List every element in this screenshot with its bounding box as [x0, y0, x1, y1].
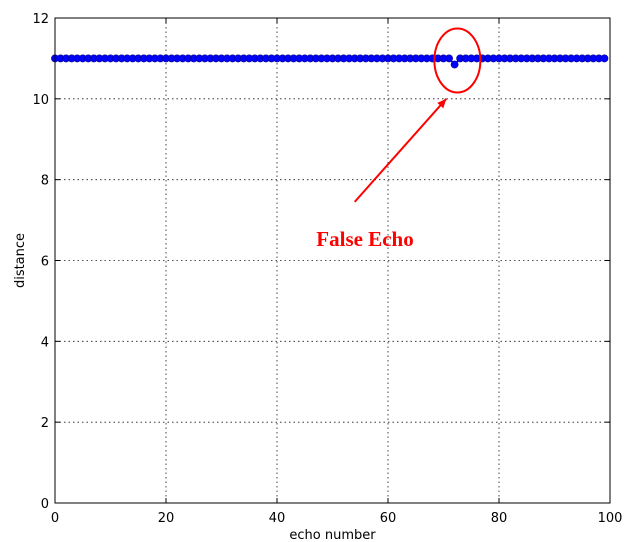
x-tick-label: 40	[269, 511, 286, 526]
data-point	[445, 55, 452, 62]
x-tick-label: 20	[158, 511, 175, 526]
y-tick-label: 10	[32, 93, 49, 108]
y-tick-label: 12	[32, 12, 49, 27]
axis-ticks: 0 20 40 60 80 100 0 2 4 6 8 10 12	[32, 12, 622, 526]
data-point	[601, 55, 608, 62]
y-tick-label: 6	[41, 255, 49, 270]
y-tick-label: 0	[41, 497, 49, 512]
y-tick-label: 4	[41, 335, 49, 350]
x-tick-label: 0	[51, 511, 59, 526]
false-echo-label: False Echo	[316, 227, 413, 251]
x-axis-label: echo number	[289, 528, 376, 542]
data-point	[451, 61, 458, 68]
y-tick-label: 8	[41, 174, 49, 189]
grid-lines	[55, 18, 610, 503]
x-tick-label: 100	[598, 511, 623, 526]
y-axis-label: distance	[13, 233, 28, 288]
plot-frame	[55, 18, 610, 503]
y-tick-label: 2	[41, 416, 49, 431]
x-tick-label: 80	[491, 511, 508, 526]
data-series	[51, 55, 608, 68]
arrow-shaft	[355, 99, 447, 202]
x-tick-label: 60	[380, 511, 397, 526]
